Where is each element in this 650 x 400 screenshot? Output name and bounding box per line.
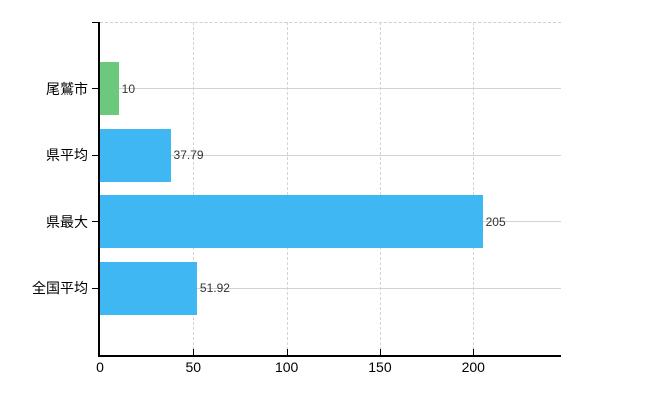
plot-area: 0 50 100 150 200 尾鷲市 10 県平均 37.79 県最大 205 全国平均 51.92 — [32, 22, 561, 374]
plot-top-border — [100, 22, 561, 23]
category-label: 全国平均 — [32, 280, 88, 297]
y-axis-tick — [92, 221, 98, 223]
bar-value-label: 37.79 — [173, 148, 204, 163]
y-axis-tick — [92, 154, 98, 156]
x-tick-label: 150 — [368, 359, 392, 375]
bar — [100, 62, 119, 116]
bar-value-label: 10 — [121, 81, 136, 96]
bar — [100, 195, 483, 249]
vertical-gridline — [286, 22, 288, 355]
bar-value-label: 205 — [485, 214, 506, 229]
y-axis-top-tick — [92, 22, 98, 23]
category-label: 県平均 — [46, 147, 88, 164]
x-axis-tick — [286, 349, 288, 355]
vertical-gridline — [379, 22, 381, 355]
x-axis-tick — [379, 349, 381, 355]
vertical-gridline — [193, 22, 195, 355]
x-axis-line — [98, 355, 561, 357]
x-axis-tick — [193, 349, 195, 355]
x-tick-label: 100 — [274, 359, 299, 375]
bar-value-label: 51.92 — [199, 281, 230, 296]
x-tick-label: 200 — [461, 359, 485, 375]
horizontal-gridline — [100, 154, 561, 156]
x-axis-tick — [473, 349, 475, 355]
y-axis-tick — [92, 287, 98, 289]
bar — [100, 261, 197, 315]
horizontal-gridline — [100, 88, 561, 90]
x-tick-label: 50 — [185, 359, 202, 375]
y-axis-tick — [92, 88, 98, 90]
category-label: 県最大 — [46, 213, 88, 230]
y-axis-line — [98, 22, 100, 357]
horizontal-gridline — [100, 287, 561, 289]
x-tick-label: 0 — [96, 359, 104, 375]
bar — [100, 128, 171, 182]
category-label: 尾鷲市 — [46, 80, 88, 97]
vertical-gridline — [473, 22, 475, 355]
